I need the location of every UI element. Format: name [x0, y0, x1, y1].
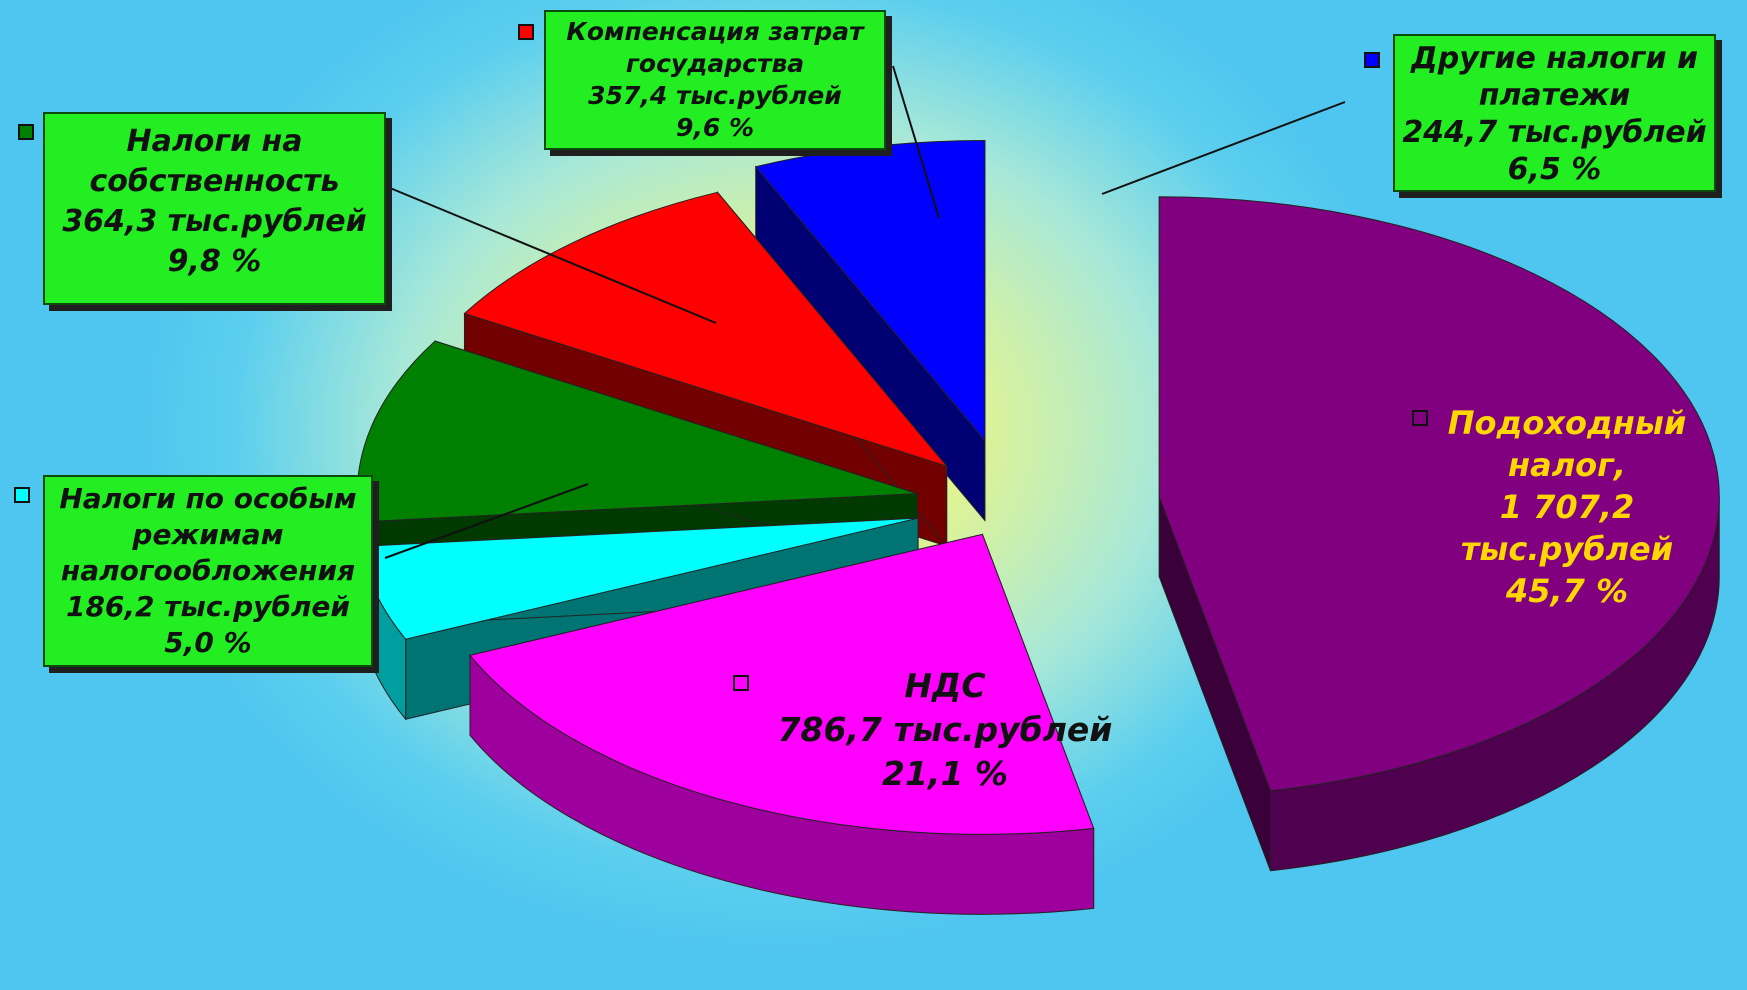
property-line-1: Налоги на [126, 124, 303, 159]
special-line-5: 5,0 % [164, 626, 252, 659]
comp-line-1: Компенсация затрат [566, 17, 864, 46]
label-box-special: Налоги по особым режимам налогообложения… [43, 475, 373, 667]
property-line-4: 9,8 % [167, 244, 262, 279]
special-line-2: режимам [132, 518, 284, 551]
legend-swatch-vat [733, 675, 749, 691]
leader-line-special [384, 483, 589, 559]
other-line-1: Другие налоги и [1411, 41, 1698, 76]
slice-top-4 [463, 191, 949, 468]
leader-line-comp [892, 65, 940, 219]
slice-top-0 [1158, 196, 1720, 792]
vat-line-2: 786,7 тыс.рублей [777, 710, 1113, 749]
pie-slice-5 [754, 139, 986, 522]
legend-swatch-special [14, 487, 30, 503]
income-line-2: налог, [1508, 446, 1626, 484]
legend-swatch-other [1364, 52, 1380, 68]
income-line-3: 1 707,2 [1499, 488, 1635, 526]
slice-top-1 [469, 533, 1095, 835]
legend-swatch-income [1412, 410, 1428, 426]
leader-line-other [1101, 101, 1346, 195]
vat-line-1: НДС [904, 666, 986, 705]
vat-line-3: 21,1 % [882, 754, 1008, 793]
legend-swatch-comp [518, 24, 534, 40]
label-box-property: Налоги на собственность 364,3 тыс.рублей… [43, 112, 386, 305]
other-line-2: платежи [1478, 78, 1631, 113]
pie-slice-1 [469, 533, 1095, 915]
other-line-4: 6,5 % [1507, 152, 1602, 187]
comp-line-3: 357,4 тыс.рублей [588, 81, 842, 110]
income-line-1: Подоходный [1447, 404, 1687, 442]
income-line-5: 45,7 % [1505, 572, 1629, 610]
special-line-3: налогообложения [60, 554, 356, 587]
other-line-3: 244,7 тыс.рублей [1402, 115, 1707, 150]
comp-line-4: 9,6 % [675, 113, 755, 142]
label-box-comp: Компенсация затрат государства 357,4 тыс… [544, 10, 886, 150]
special-line-1: Налоги по особым [59, 482, 357, 515]
property-line-2: собственность [89, 164, 340, 199]
slices-group [356, 139, 1720, 915]
label-vat: НДС 786,7 тыс.рублей 21,1 % [760, 664, 1130, 796]
legend-swatch-property [18, 124, 34, 140]
leader-line-property [389, 187, 717, 324]
label-income: Подоходный налог, 1 707,2 тыс.рублей 45,… [1432, 402, 1702, 612]
special-line-4: 186,2 тыс.рублей [65, 590, 351, 623]
comp-line-2: государства [625, 49, 805, 78]
leader-lines [384, 65, 1346, 559]
label-box-other: Другие налоги и платежи 244,7 тыс.рублей… [1393, 34, 1716, 192]
income-line-4: тыс.рублей [1460, 530, 1674, 568]
property-line-3: 364,3 тыс.рублей [62, 204, 367, 239]
pie-slice-0 [1158, 196, 1720, 872]
